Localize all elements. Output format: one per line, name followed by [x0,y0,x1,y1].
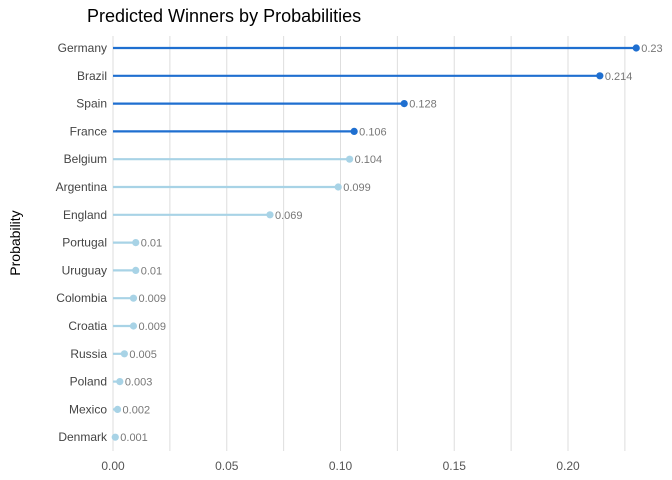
data-label: 0.01 [141,265,162,277]
lollipop-point [111,433,119,441]
lollipop-row: Denmark 0.001 [58,430,147,444]
lollipop-row: England 0.069 [63,208,303,222]
data-label: 0.069 [275,210,303,222]
x-axis-ticks: 0.00 0.05 0.10 0.15 0.20 [101,459,580,473]
lollipop-row: Colombia 0.009 [56,291,166,305]
lollipop-row: Spain 0.128 [76,97,436,111]
chart-marks: Germany 0.23 Brazil 0.214 Spain 0.128 France 0.… [56,41,663,444]
category-label: England [63,208,107,222]
category-label: Colombia [56,291,107,305]
data-label: 0.099 [343,182,371,194]
x-tick-label: 0.00 [101,459,125,473]
data-label: 0.005 [129,349,157,361]
x-tick-label: 0.15 [443,459,467,473]
data-label: 0.01 [141,238,162,250]
category-label: Denmark [58,430,108,444]
data-label: 0.23 [641,43,662,55]
data-label: 0.003 [125,377,153,389]
lollipop-row: Mexico 0.002 [69,402,150,416]
lollipop-point [129,294,138,302]
data-label: 0.106 [359,126,387,138]
lollipop-row: Brazil 0.214 [77,69,632,83]
data-label: 0.214 [605,71,633,83]
lollipop-row: Portugal 0.01 [62,236,162,250]
lollipop-row: Russia 0.005 [70,347,157,361]
category-label: Poland [70,375,107,389]
category-label: France [70,124,108,138]
lollipop-row: Belgium 0.104 [64,152,382,166]
data-label: 0.009 [138,293,166,305]
x-tick-label: 0.10 [329,459,353,473]
lollipop-row: Poland 0.003 [70,375,153,389]
chart-title: Predicted Winners by Probabilities [87,6,361,26]
lollipop-row: Uruguay 0.01 [62,263,163,277]
lollipop-point [132,266,140,274]
lollipop-row: Germany 0.23 [58,41,663,55]
lollipop-row: France 0.106 [70,124,387,138]
lollipop-point [632,44,640,52]
data-label: 0.104 [355,154,383,166]
data-label: 0.002 [123,404,151,416]
grid-lines [112,36,626,451]
data-label: 0.128 [409,99,437,111]
category-label: Croatia [68,319,107,333]
lollipop-point [596,72,604,80]
lollipop-row: Argentina 0.099 [56,180,371,194]
lollipop-point [266,211,274,219]
lollipop-point [116,378,124,386]
x-tick-label: 0.20 [556,459,580,473]
x-tick-label: 0.05 [215,459,239,473]
category-label: Portugal [62,236,107,250]
category-label: Uruguay [62,263,107,277]
category-label: Spain [76,97,107,111]
y-axis-label: Probability [7,210,23,275]
category-label: Germany [58,41,107,55]
data-label: 0.001 [120,432,148,444]
lollipop-point [113,405,122,413]
lollipop-point [400,100,408,108]
lollipop-point [350,127,358,135]
category-label: Argentina [56,180,108,194]
data-label: 0.009 [138,321,166,333]
category-label: Belgium [64,152,107,166]
lollipop-point [334,183,342,191]
lollipop-point [132,239,140,247]
category-label: Mexico [69,402,107,416]
lollipop-point [346,155,354,163]
lollipop-point [120,350,128,358]
lollipop-point [129,322,138,330]
category-label: Brazil [77,69,107,83]
category-label: Russia [70,347,107,361]
lollipop-row: Croatia 0.009 [68,319,166,333]
